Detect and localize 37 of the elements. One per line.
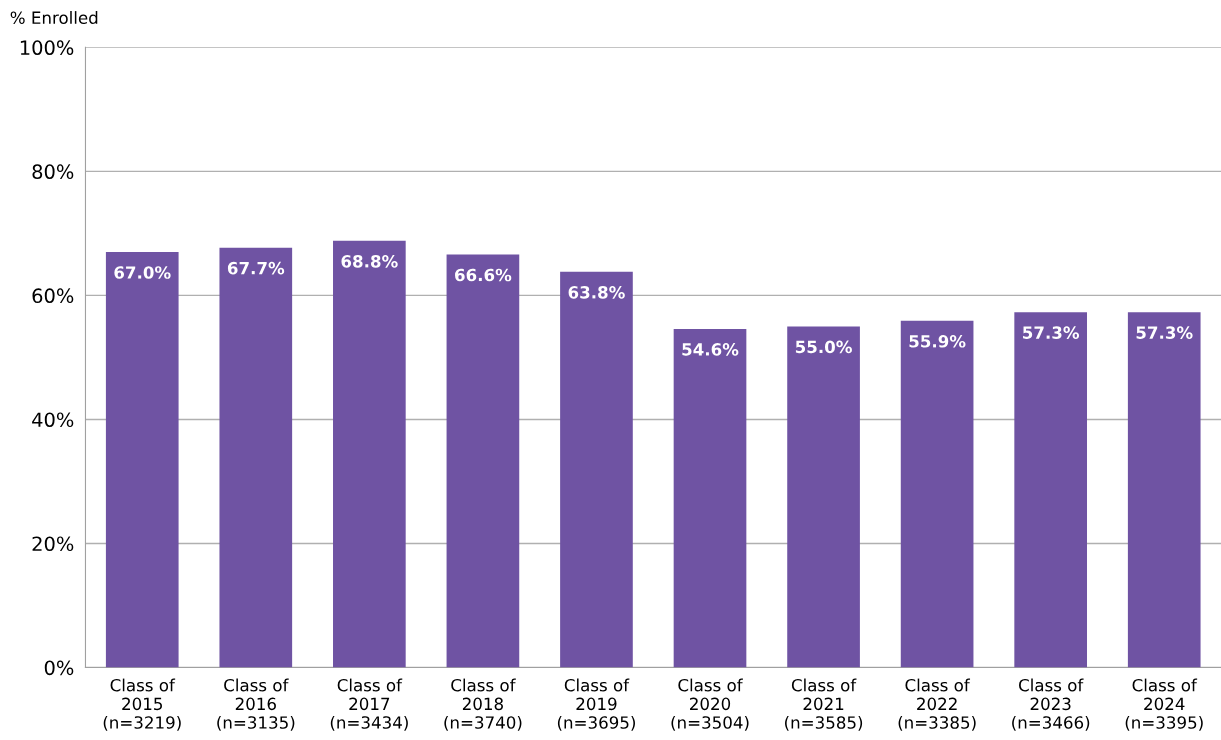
bar (105, 252, 179, 668)
x-tick-label: Class of 2021 (n=3585) (785, 678, 863, 731)
x-tick-label: Class of 2020 (n=3504) (671, 678, 749, 731)
y-tick-label: 40% (32, 412, 74, 428)
data-label: 68.8% (341, 255, 398, 268)
x-tick-label: Class of 2015 (n=3219) (103, 678, 181, 731)
bar (673, 328, 747, 668)
x-tick-label: Class of 2016 (n=3135) (217, 678, 295, 731)
bar (560, 271, 633, 668)
x-tick-label: Class of 2017 (n=3434) (330, 678, 408, 731)
x-tick-label: Class of 2024 (n=3395) (1125, 678, 1203, 731)
bar (333, 240, 406, 668)
data-label: 55.0% (795, 340, 852, 354)
bar (900, 320, 974, 668)
x-tick-label: Class of 2023 (n=3466) (1012, 678, 1090, 731)
y-tick-label: 60% (32, 288, 74, 304)
x-tick-label: Class of 2018 (n=3740) (444, 678, 522, 731)
data-label: 66.6% (455, 268, 512, 282)
y-axis-title: % Enrolled (10, 11, 98, 24)
data-label: 67.7% (227, 261, 285, 275)
bar (1127, 312, 1201, 668)
x-tick-label: Class of 2019 (n=3695) (557, 678, 635, 731)
y-tick-label: 100% (20, 40, 74, 56)
data-label: 57.3% (1023, 326, 1080, 339)
data-label: 54.6% (682, 343, 739, 356)
x-tick-label: Class of 2022 (n=3385) (898, 678, 976, 731)
data-label: 67.0% (114, 266, 171, 279)
y-tick-label: 80% (32, 164, 74, 180)
data-label: 57.3% (1136, 326, 1193, 339)
bar (787, 326, 860, 668)
data-label: 55.9% (909, 335, 966, 348)
bar (1014, 312, 1088, 668)
data-label: 63.8% (568, 286, 625, 299)
y-tick-label: 20% (32, 536, 74, 552)
y-tick-label: 0% (44, 660, 74, 676)
bar (446, 254, 520, 668)
bar (219, 247, 293, 668)
